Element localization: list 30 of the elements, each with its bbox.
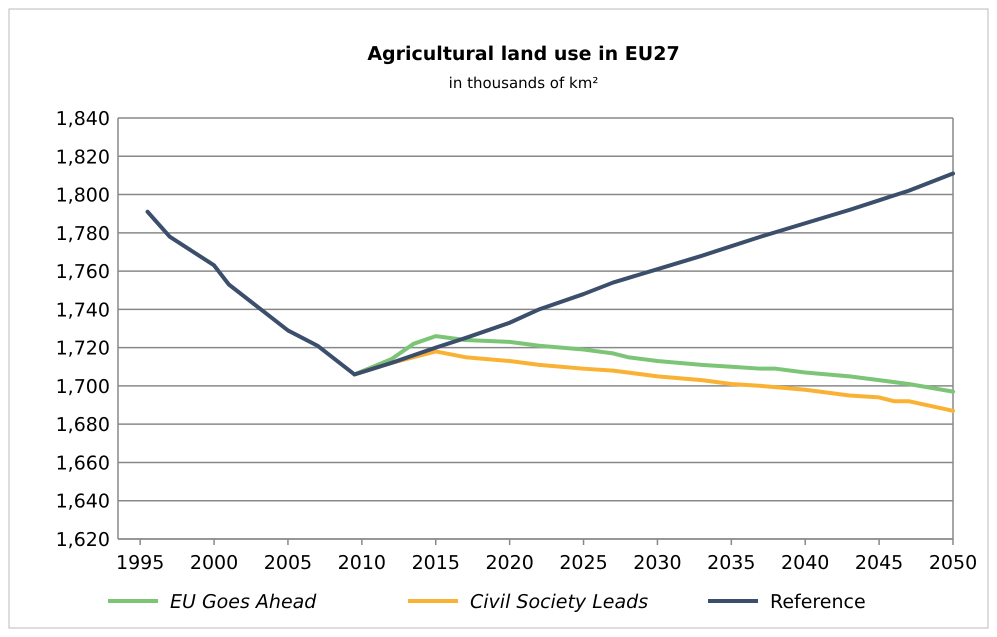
x-tick-label: 2015	[412, 552, 460, 574]
y-tick-label: 1,820	[56, 146, 110, 168]
y-tick-label: 1,780	[56, 222, 110, 245]
chart-title: Agricultural land use in EU27	[367, 43, 680, 65]
legend-label: Civil Society Leads	[470, 591, 648, 613]
legend-label: EU Goes Ahead	[170, 591, 318, 613]
x-tick-label: 2030	[633, 552, 682, 574]
x-tick-label: 2025	[559, 552, 608, 574]
y-tick-label: 1,700	[56, 376, 110, 398]
x-tick-label: 2040	[781, 552, 830, 574]
y-tick-label: 1,720	[56, 338, 110, 360]
x-tick-label: 2005	[264, 552, 312, 574]
y-tick-label: 1,740	[56, 299, 110, 322]
x-tick-label: 2050	[928, 552, 978, 574]
y-tick-label: 1,800	[56, 184, 110, 207]
x-tick-label: 1995	[116, 552, 164, 574]
line-series	[146, 171, 955, 376]
y-tick-label: 1,660	[56, 452, 110, 474]
y-tick-label: 1,760	[56, 261, 110, 284]
y-tick-label: 1,620	[56, 529, 110, 551]
x-tick-label: 2020	[485, 552, 534, 574]
x-tick-label: 2010	[338, 552, 386, 574]
x-tick-label: 2000	[190, 552, 238, 574]
x-tick-label: 2045	[854, 552, 904, 574]
y-tick-label: 1,640	[56, 490, 110, 513]
y-tick-label: 1,840	[56, 108, 110, 130]
legend-label: Reference	[770, 591, 866, 613]
x-tick-label: 2035	[707, 552, 756, 574]
y-tick-label: 1,680	[56, 414, 110, 436]
chart-subtitle: in thousands of km²	[448, 74, 598, 92]
